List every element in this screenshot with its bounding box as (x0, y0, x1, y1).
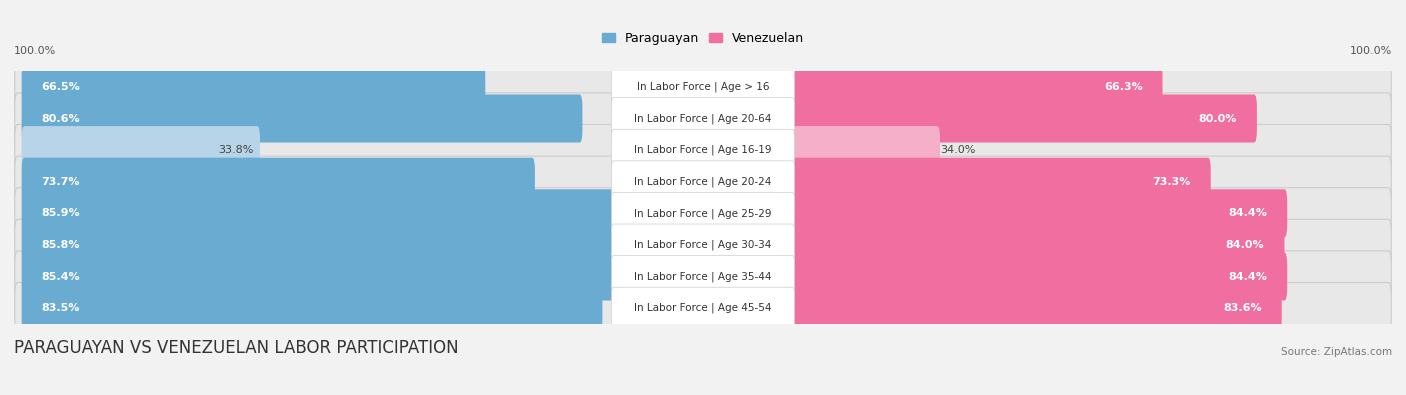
FancyBboxPatch shape (14, 219, 1392, 271)
FancyBboxPatch shape (21, 189, 619, 237)
FancyBboxPatch shape (21, 252, 616, 301)
FancyBboxPatch shape (700, 126, 941, 174)
Text: 73.7%: 73.7% (42, 177, 80, 187)
Text: In Labor Force | Age 30-34: In Labor Force | Age 30-34 (634, 240, 772, 250)
FancyBboxPatch shape (612, 98, 794, 139)
Text: 84.4%: 84.4% (1229, 208, 1267, 218)
Text: 85.4%: 85.4% (42, 271, 80, 282)
FancyBboxPatch shape (14, 251, 1392, 302)
FancyBboxPatch shape (612, 224, 794, 266)
FancyBboxPatch shape (14, 282, 1392, 334)
Text: PARAGUAYAN VS VENEZUELAN LABOR PARTICIPATION: PARAGUAYAN VS VENEZUELAN LABOR PARTICIPA… (14, 339, 458, 357)
Text: Source: ZipAtlas.com: Source: ZipAtlas.com (1281, 347, 1392, 357)
Text: In Labor Force | Age 35-44: In Labor Force | Age 35-44 (634, 271, 772, 282)
FancyBboxPatch shape (700, 252, 1288, 301)
FancyBboxPatch shape (21, 284, 602, 332)
Text: In Labor Force | Age 45-54: In Labor Force | Age 45-54 (634, 303, 772, 313)
FancyBboxPatch shape (21, 221, 619, 269)
FancyBboxPatch shape (612, 66, 794, 108)
Text: 100.0%: 100.0% (14, 46, 56, 56)
Text: 66.5%: 66.5% (42, 82, 80, 92)
FancyBboxPatch shape (14, 61, 1392, 113)
Text: In Labor Force | Age 20-24: In Labor Force | Age 20-24 (634, 177, 772, 187)
Text: 100.0%: 100.0% (1350, 46, 1392, 56)
FancyBboxPatch shape (700, 284, 1282, 332)
FancyBboxPatch shape (612, 161, 794, 203)
Text: 33.8%: 33.8% (218, 145, 254, 155)
FancyBboxPatch shape (21, 63, 485, 111)
Text: 34.0%: 34.0% (941, 145, 976, 155)
FancyBboxPatch shape (612, 129, 794, 171)
FancyBboxPatch shape (21, 94, 582, 143)
Text: In Labor Force | Age 16-19: In Labor Force | Age 16-19 (634, 145, 772, 155)
FancyBboxPatch shape (14, 93, 1392, 144)
FancyBboxPatch shape (21, 126, 260, 174)
FancyBboxPatch shape (14, 124, 1392, 176)
Text: In Labor Force | Age > 16: In Labor Force | Age > 16 (637, 82, 769, 92)
Text: 83.6%: 83.6% (1223, 303, 1261, 313)
FancyBboxPatch shape (700, 94, 1257, 143)
Text: In Labor Force | Age 25-29: In Labor Force | Age 25-29 (634, 208, 772, 218)
Text: In Labor Force | Age 20-64: In Labor Force | Age 20-64 (634, 113, 772, 124)
Text: 84.4%: 84.4% (1229, 271, 1267, 282)
FancyBboxPatch shape (700, 221, 1285, 269)
FancyBboxPatch shape (14, 188, 1392, 239)
Text: 80.0%: 80.0% (1198, 113, 1237, 124)
FancyBboxPatch shape (21, 158, 534, 206)
Text: 84.0%: 84.0% (1226, 240, 1264, 250)
FancyBboxPatch shape (700, 63, 1163, 111)
Text: 66.3%: 66.3% (1104, 82, 1143, 92)
FancyBboxPatch shape (612, 256, 794, 297)
FancyBboxPatch shape (700, 158, 1211, 206)
FancyBboxPatch shape (14, 156, 1392, 207)
Text: 85.8%: 85.8% (42, 240, 80, 250)
Text: 73.3%: 73.3% (1153, 177, 1191, 187)
Text: 80.6%: 80.6% (42, 113, 80, 124)
Legend: Paraguayan, Venezuelan: Paraguayan, Venezuelan (602, 32, 804, 45)
Text: 83.5%: 83.5% (42, 303, 80, 313)
FancyBboxPatch shape (612, 192, 794, 234)
FancyBboxPatch shape (700, 189, 1288, 237)
FancyBboxPatch shape (612, 287, 794, 329)
Text: 85.9%: 85.9% (42, 208, 80, 218)
